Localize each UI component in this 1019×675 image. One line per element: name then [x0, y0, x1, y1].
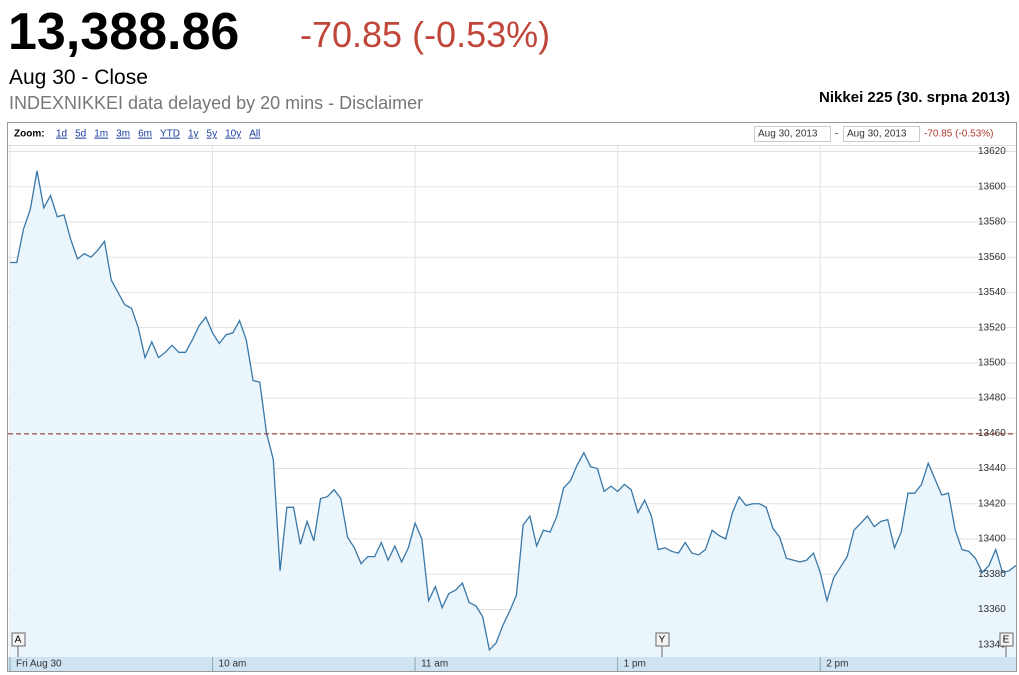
y-tick-label: 13620 — [978, 146, 1006, 157]
range-change: -70.85 (-0.53%) — [924, 129, 993, 140]
y-tick-label: 13500 — [978, 358, 1006, 369]
y-tick-label: 13360 — [978, 604, 1006, 615]
zoom-option[interactable]: All — [249, 129, 260, 140]
x-tick-label: 10 am — [219, 659, 247, 670]
y-tick-label: 13580 — [978, 217, 1006, 228]
zoom-option[interactable]: YTD — [160, 129, 180, 140]
x-tick-label: Fri Aug 30 — [16, 659, 62, 670]
zoom-option[interactable]: 3m — [116, 129, 130, 140]
chart-title: Nikkei 225 (30. srpna 2013) — [819, 89, 1010, 106]
x-tick-label: 1 pm — [624, 659, 646, 670]
y-tick-label: 13440 — [978, 463, 1006, 474]
range-to: Aug 30, 2013 — [847, 129, 907, 140]
flag-label[interactable]: A — [15, 635, 22, 646]
close-status: Aug 30 - Close — [9, 66, 148, 89]
y-tick-label: 13400 — [978, 534, 1006, 545]
x-tick-label: 2 pm — [826, 659, 848, 670]
range-from: Aug 30, 2013 — [758, 129, 818, 140]
y-tick-label: 13480 — [978, 393, 1006, 404]
zoom-option[interactable]: 1y — [188, 129, 199, 140]
zoom-option[interactable]: 6m — [138, 129, 152, 140]
zoom-option[interactable]: 1d — [56, 129, 67, 140]
y-tick-label: 13540 — [978, 287, 1006, 298]
y-tick-label: 13520 — [978, 322, 1006, 333]
y-tick-label: 13560 — [978, 252, 1006, 263]
x-tick-label: 11 am — [421, 659, 448, 670]
y-tick-label: 13340 — [978, 639, 1006, 650]
range-separator: - — [835, 129, 838, 140]
price: 13,388.86 — [8, 3, 240, 61]
flag-label[interactable]: Y — [659, 635, 666, 646]
y-tick-label: 13420 — [978, 498, 1006, 509]
zoom-option[interactable]: 5y — [207, 129, 218, 140]
disclaimer[interactable]: INDEXNIKKEI data delayed by 20 mins - Di… — [9, 93, 424, 113]
range-box — [843, 126, 920, 142]
x-axis-band — [8, 657, 1016, 671]
zoom-option[interactable]: 10y — [225, 129, 241, 140]
zoom-option[interactable]: 5d — [75, 129, 86, 140]
area-fill — [10, 170, 1016, 658]
range-box — [754, 126, 831, 142]
flag-label[interactable]: E — [1003, 635, 1010, 646]
price-line — [10, 170, 1017, 652]
price-change: -70.85 (-0.53%) — [300, 14, 551, 55]
zoom-option[interactable]: 1m — [94, 129, 108, 140]
zoom-label: Zoom: — [14, 129, 45, 140]
y-tick-label: 13600 — [978, 181, 1006, 192]
y-tick-label: 13380 — [978, 569, 1006, 580]
